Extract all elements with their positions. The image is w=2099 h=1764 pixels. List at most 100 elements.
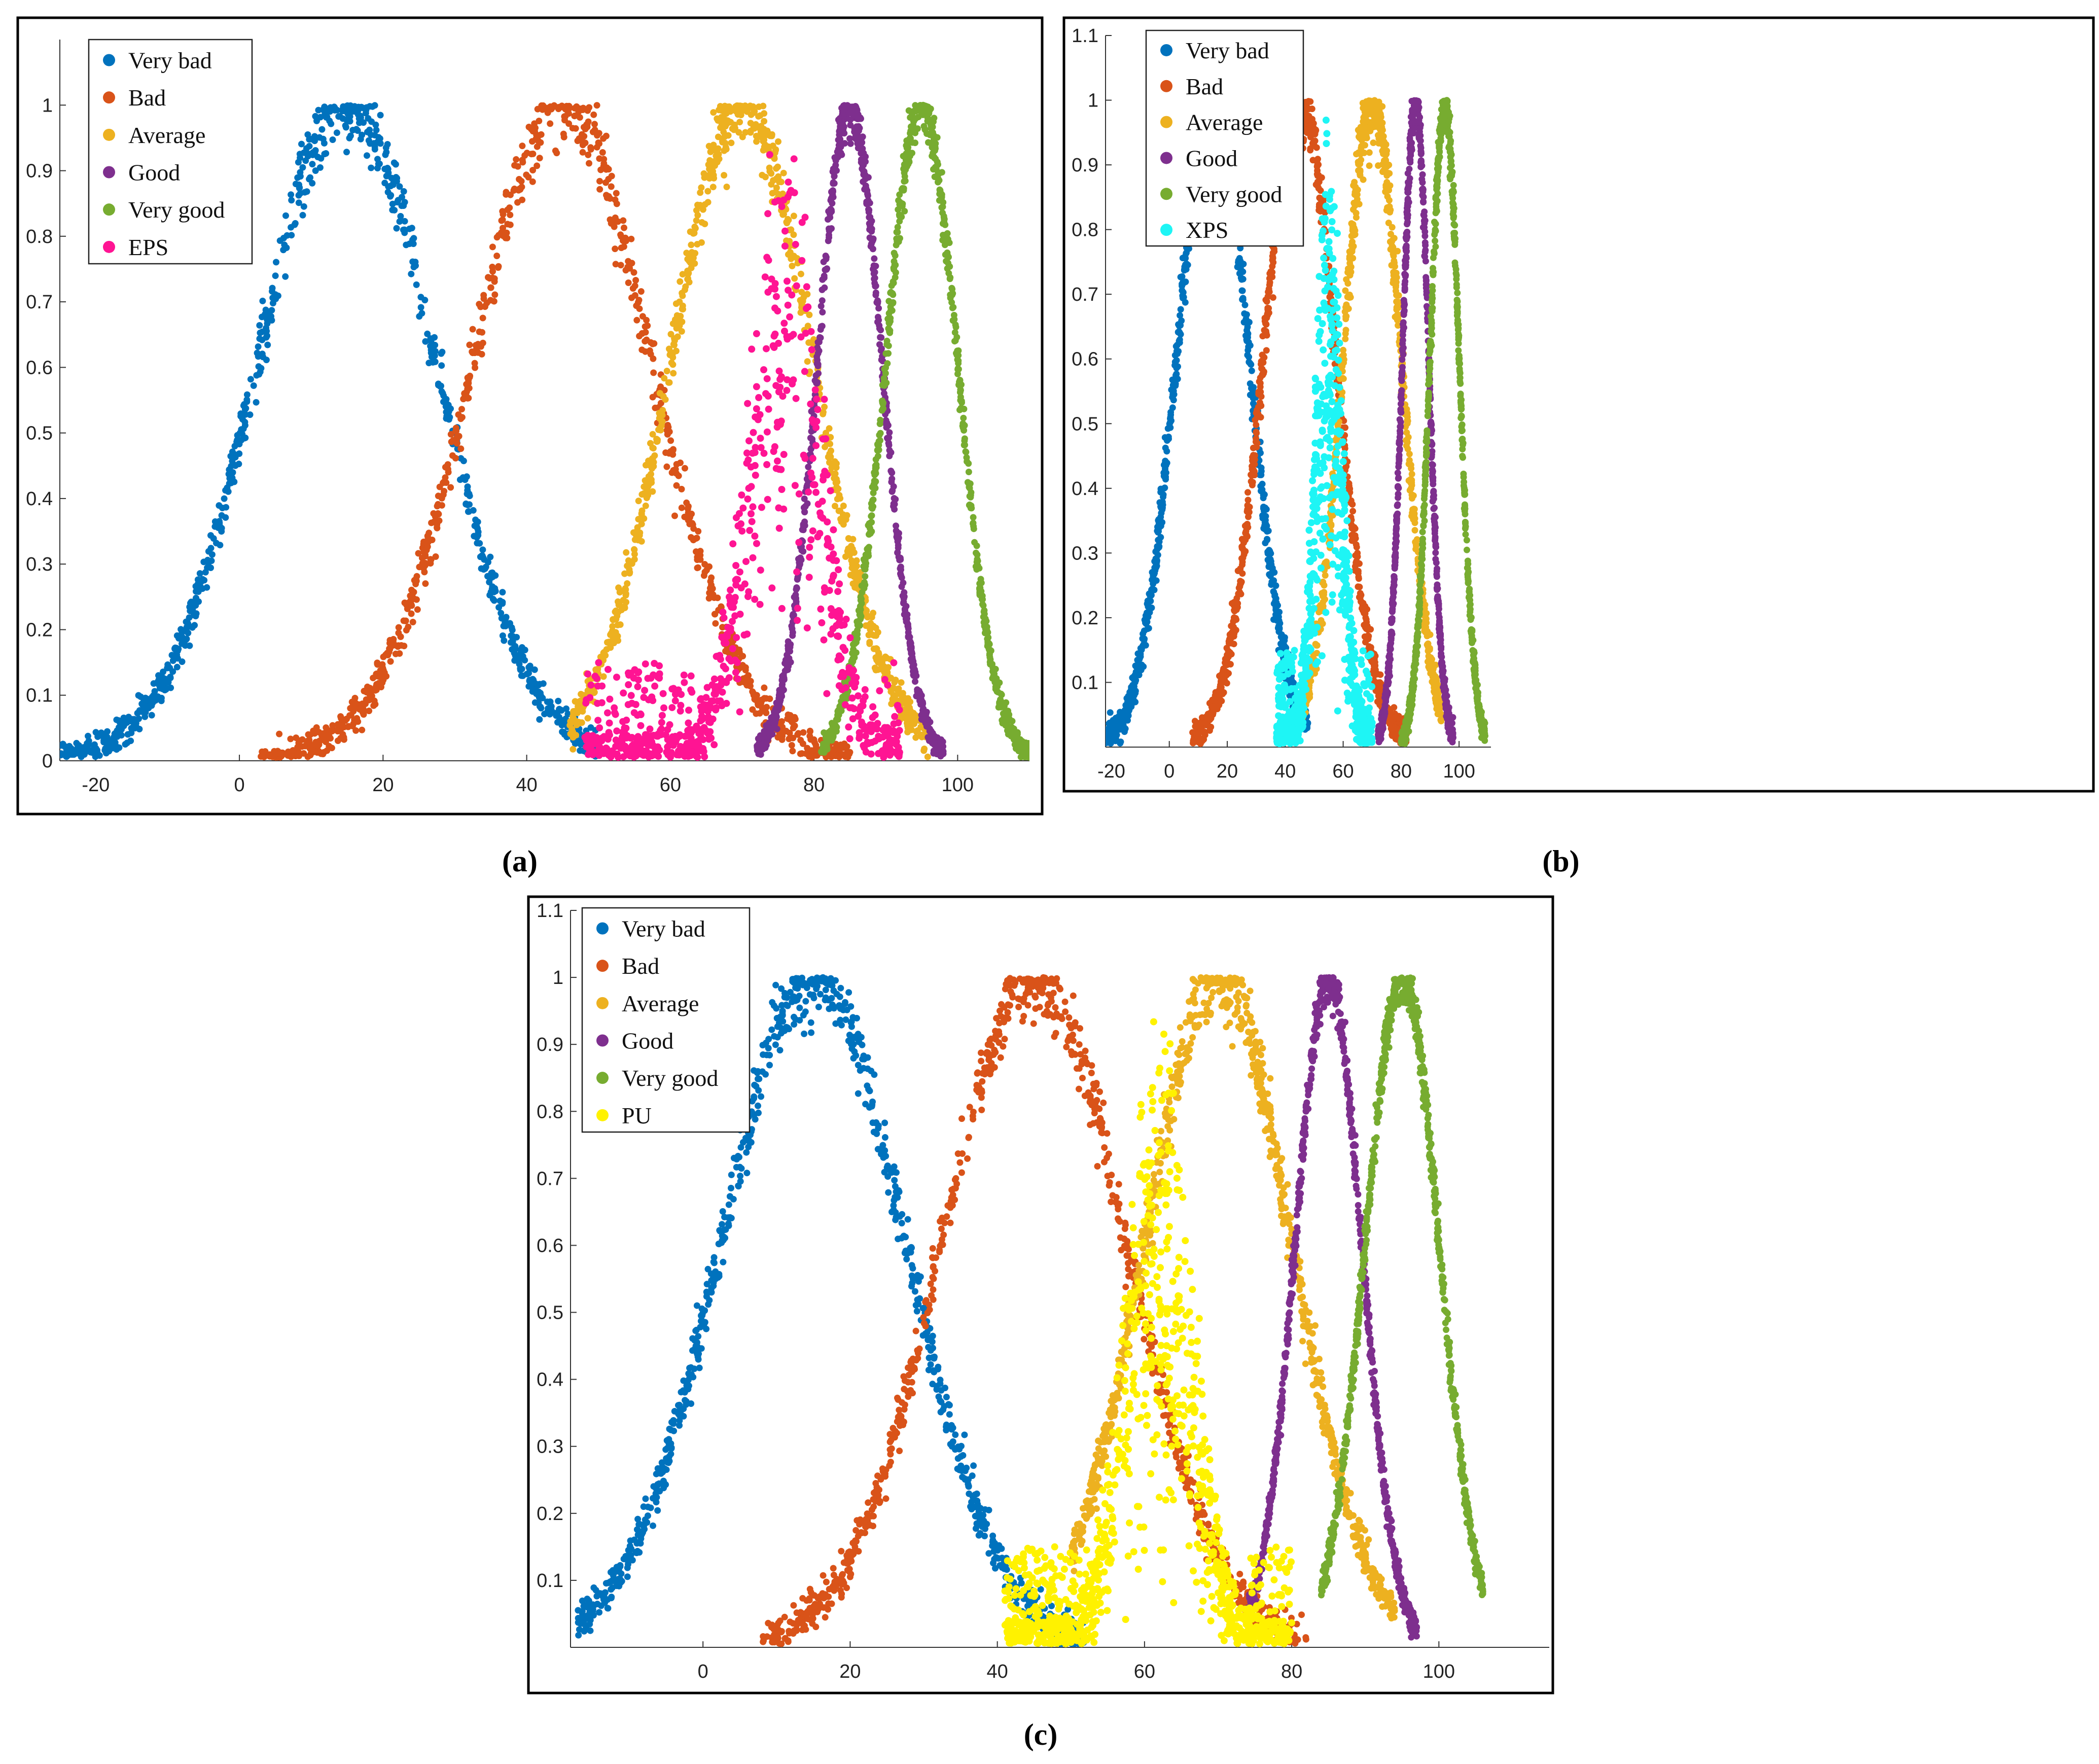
data-point bbox=[413, 577, 420, 584]
data-point bbox=[867, 243, 874, 250]
data-point bbox=[103, 733, 111, 740]
data-point bbox=[837, 673, 844, 680]
data-point bbox=[620, 596, 627, 604]
data-point bbox=[939, 203, 946, 210]
data-point bbox=[795, 539, 803, 546]
data-point bbox=[788, 226, 795, 233]
data-point bbox=[790, 331, 797, 338]
data-point bbox=[263, 357, 270, 364]
data-point bbox=[907, 114, 914, 121]
data-point bbox=[507, 211, 514, 219]
data-point bbox=[719, 688, 726, 696]
data-point bbox=[789, 612, 796, 619]
data-point bbox=[709, 585, 716, 592]
data-point bbox=[273, 259, 279, 266]
data-point bbox=[692, 225, 699, 232]
data-point bbox=[896, 556, 903, 563]
data-point bbox=[60, 742, 65, 749]
data-point bbox=[973, 549, 979, 556]
data-point bbox=[698, 184, 705, 191]
data-point bbox=[516, 175, 523, 183]
data-point bbox=[757, 567, 764, 574]
data-point bbox=[603, 164, 611, 171]
data-point bbox=[838, 125, 845, 132]
data-point bbox=[314, 749, 321, 756]
data-point bbox=[763, 710, 770, 716]
data-point bbox=[395, 642, 402, 649]
data-point bbox=[706, 171, 713, 179]
data-point bbox=[812, 372, 820, 379]
data-point bbox=[596, 178, 603, 185]
data-point bbox=[650, 355, 657, 362]
data-point bbox=[169, 668, 176, 675]
data-point bbox=[780, 451, 788, 458]
data-point bbox=[795, 490, 803, 498]
data-point bbox=[992, 665, 999, 673]
data-point bbox=[842, 684, 849, 691]
data-point bbox=[962, 448, 969, 455]
data-point bbox=[533, 162, 541, 169]
data-point bbox=[753, 330, 760, 337]
data-point bbox=[531, 680, 538, 687]
data-point bbox=[389, 200, 396, 207]
data-point bbox=[758, 123, 765, 130]
data-point bbox=[773, 708, 780, 715]
data-point bbox=[745, 484, 753, 492]
data-point bbox=[844, 548, 851, 555]
data-point bbox=[831, 475, 838, 482]
data-point bbox=[867, 750, 875, 758]
data-point bbox=[683, 739, 691, 747]
data-point bbox=[690, 230, 697, 237]
data-point bbox=[408, 270, 415, 277]
data-point bbox=[924, 753, 931, 760]
data-point bbox=[791, 482, 799, 489]
data-point bbox=[898, 696, 905, 703]
data-point bbox=[681, 732, 689, 740]
data-point bbox=[980, 602, 987, 609]
data-point bbox=[821, 396, 828, 403]
data-point bbox=[874, 441, 881, 448]
data-point bbox=[466, 384, 473, 392]
data-point bbox=[644, 675, 652, 682]
data-point bbox=[290, 747, 297, 754]
data-point bbox=[643, 316, 650, 324]
data-point bbox=[685, 719, 692, 727]
data-point bbox=[895, 537, 901, 544]
data-point bbox=[647, 440, 654, 447]
data-point bbox=[748, 518, 756, 525]
data-point bbox=[255, 363, 262, 370]
data-point bbox=[780, 674, 788, 681]
data-point bbox=[295, 199, 302, 206]
data-point bbox=[664, 422, 671, 430]
data-point bbox=[491, 291, 499, 298]
data-point bbox=[624, 701, 632, 709]
data-point bbox=[804, 500, 811, 507]
data-point bbox=[345, 723, 352, 730]
data-point bbox=[493, 253, 501, 259]
data-point bbox=[334, 721, 341, 728]
data-point bbox=[510, 633, 516, 640]
data-point bbox=[390, 159, 398, 166]
data-point bbox=[500, 225, 506, 232]
data-point bbox=[812, 745, 820, 752]
data-point bbox=[200, 576, 206, 583]
data-point bbox=[912, 668, 919, 676]
data-point bbox=[907, 711, 914, 718]
data-point bbox=[812, 424, 820, 431]
data-point bbox=[702, 727, 710, 734]
data-point bbox=[620, 217, 627, 224]
data-point bbox=[952, 337, 959, 344]
data-point bbox=[761, 695, 768, 702]
data-point bbox=[410, 240, 417, 248]
data-point bbox=[718, 119, 725, 126]
data-point bbox=[821, 284, 828, 291]
data-point bbox=[943, 258, 950, 265]
data-point bbox=[431, 334, 438, 341]
data-point bbox=[785, 179, 792, 186]
data-point bbox=[738, 527, 746, 535]
data-point bbox=[819, 297, 826, 304]
data-point bbox=[763, 254, 771, 261]
data-point bbox=[658, 712, 666, 719]
data-point bbox=[836, 616, 844, 623]
data-point bbox=[317, 114, 324, 121]
